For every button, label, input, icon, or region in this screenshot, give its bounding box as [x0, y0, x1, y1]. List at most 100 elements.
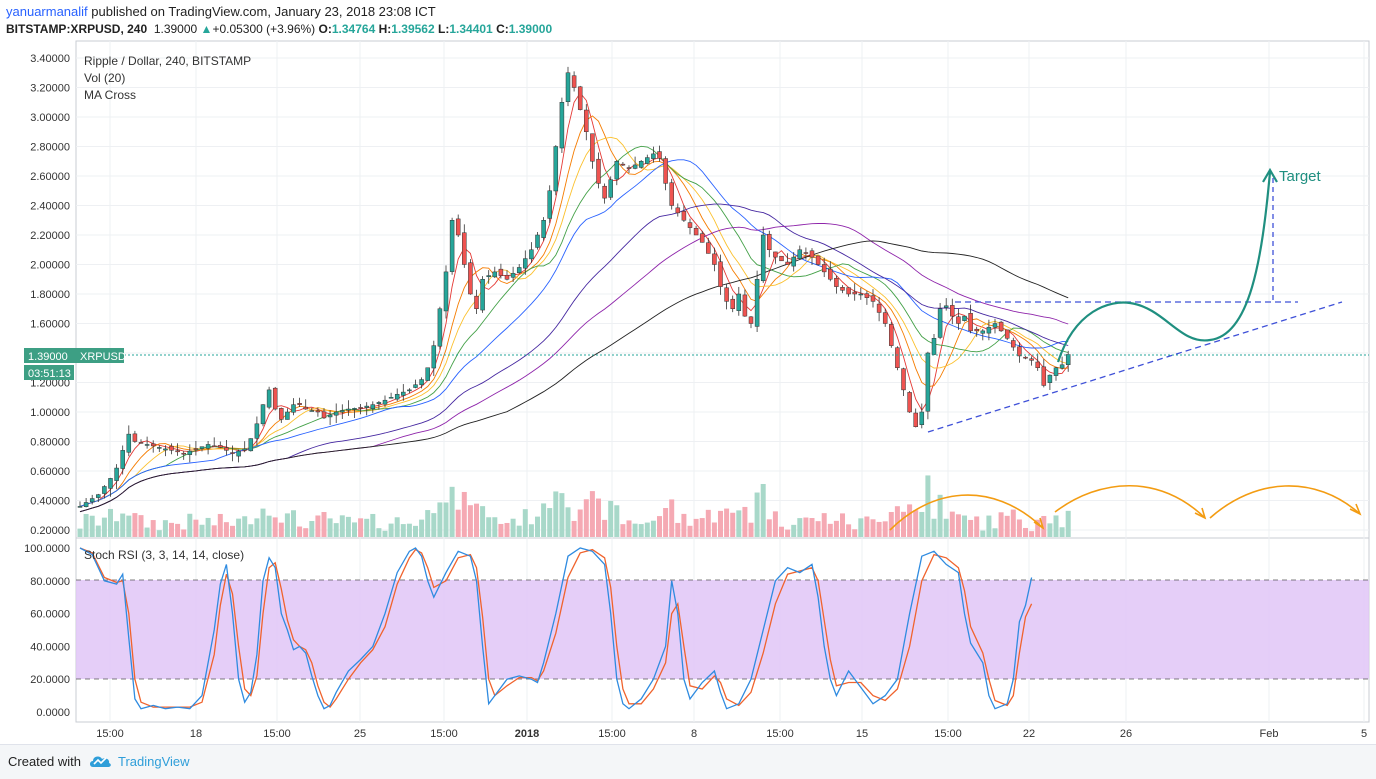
volume-bar [406, 523, 412, 537]
volume-bar [864, 516, 870, 537]
price-chart[interactable]: 3.40000 3.20000 3.00000 2.80000 2.60000 2.400… [0, 40, 1376, 744]
candle-body [333, 411, 339, 416]
open-value: 1.34764 [331, 22, 376, 36]
drawing-annotations[interactable]: Target [889, 167, 1362, 531]
volume-bar [772, 511, 778, 537]
candle-body [370, 404, 376, 409]
volume-bar [846, 524, 852, 537]
author-link[interactable]: yanuarmanalif [6, 4, 88, 19]
projection-wave-path[interactable] [1056, 171, 1272, 363]
volume-bar [968, 519, 974, 537]
volume-bar [657, 516, 662, 537]
volume-bar [1065, 510, 1071, 537]
cycle-arc-2[interactable] [1054, 484, 1206, 519]
volume-bar [760, 483, 766, 537]
volume-bar [858, 518, 864, 537]
volume-bar [608, 500, 614, 537]
volume-bar [1029, 531, 1035, 537]
candle-body [669, 182, 674, 206]
volume-bar [425, 510, 431, 537]
rsi-tick-label: 20.0000 [30, 674, 70, 686]
lower-trendline[interactable] [927, 301, 1343, 433]
volume-bar [583, 499, 589, 537]
price-tick-label: 3.20000 [30, 83, 70, 95]
volume-bar [730, 512, 736, 537]
close-label: C: [496, 22, 509, 36]
candle-body [242, 448, 247, 451]
volume-bar [431, 513, 437, 537]
time-tick-label: 25 [354, 728, 366, 740]
candle-body [931, 338, 937, 355]
candle-body [236, 450, 241, 457]
volume-bar [230, 525, 235, 537]
volume-bar [1053, 515, 1059, 537]
cycle-arc-1[interactable] [889, 494, 1044, 531]
price-tick-label: 0.40000 [30, 496, 70, 508]
candle-body [571, 75, 577, 88]
candle-body [364, 405, 369, 408]
candle-body [89, 498, 95, 503]
volume-bar [400, 524, 406, 537]
candle-body [401, 391, 406, 396]
candle-body [297, 403, 302, 405]
candle-body [773, 251, 778, 258]
volume-bar [870, 519, 876, 537]
volume-bar [589, 491, 595, 537]
volume-bar [894, 506, 900, 537]
volume-bar [339, 515, 345, 537]
price-tick-label: 3.00000 [30, 112, 70, 124]
candle-body [150, 443, 156, 447]
candle-body [199, 446, 205, 449]
volume-bar [766, 519, 772, 537]
candle-body [376, 402, 382, 404]
candle-body [516, 267, 522, 273]
price-tick-label: 1.60000 [30, 319, 70, 331]
volume-bar [89, 515, 95, 537]
time-tick-label: 8 [691, 728, 697, 740]
cycle-arc-3[interactable] [1209, 485, 1361, 519]
volume-bar [455, 509, 461, 537]
tradingview-link[interactable]: TradingView [118, 754, 190, 769]
volume-bar [181, 529, 187, 537]
main-pane[interactable] [75, 40, 1370, 539]
volume-bar [1047, 523, 1053, 537]
candle-body [102, 486, 107, 494]
candle-body [803, 252, 809, 254]
candle-body [730, 298, 735, 309]
volume-bar [553, 491, 559, 537]
candle-body [224, 447, 229, 451]
volume-bar [815, 521, 821, 537]
cycle-arc-2-head [1194, 507, 1207, 520]
candle-body [882, 312, 888, 324]
candle-body [913, 412, 918, 428]
volume-bar [901, 511, 906, 537]
candle-body [706, 242, 711, 254]
volume-bar [223, 522, 229, 537]
candle-body [291, 404, 296, 413]
price-badge [24, 348, 124, 363]
cycle-arc-3-head [1349, 503, 1362, 516]
price-tick-label: 2.60000 [30, 171, 70, 183]
candle-body [218, 445, 223, 448]
candle-body [815, 255, 821, 265]
candle-body [895, 347, 900, 369]
rsi-band [76, 580, 1369, 679]
price-tick-label: 1.80000 [30, 289, 70, 301]
rsi-tick-label: 60.0000 [30, 609, 70, 621]
price-tick-label: 1.20000 [30, 378, 70, 390]
volume-bar [675, 522, 681, 537]
candle-body [834, 277, 839, 287]
volume-bar [108, 508, 113, 537]
candle-body [108, 478, 113, 489]
candle-body [340, 410, 345, 413]
time-tick-label: 15:00 [96, 728, 124, 740]
volume-bar [541, 503, 547, 537]
volume-bar [449, 486, 455, 537]
volume-bar [303, 528, 309, 537]
candle-body [956, 316, 961, 324]
candle-body [431, 345, 437, 369]
candle-body [205, 444, 211, 449]
gridlines [76, 41, 1369, 722]
volume-bar [376, 528, 382, 537]
candle-body [96, 494, 101, 498]
